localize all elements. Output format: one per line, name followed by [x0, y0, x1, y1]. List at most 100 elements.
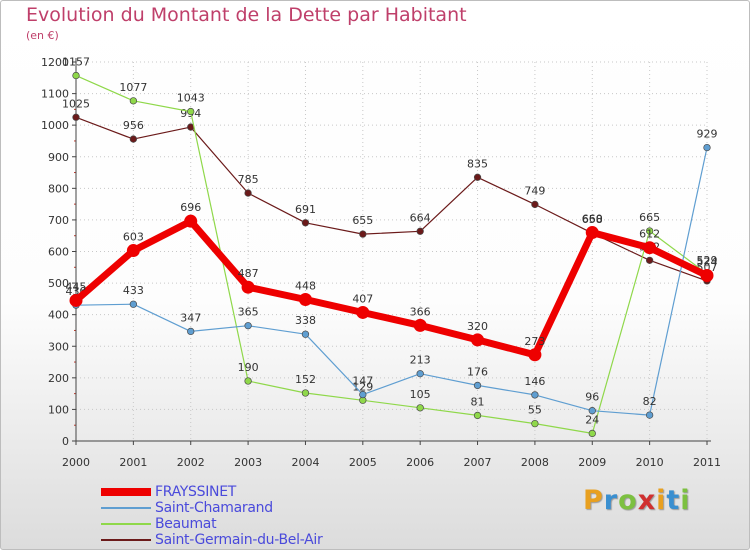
data-point	[244, 322, 252, 330]
data-point	[588, 407, 596, 415]
legend-label: Saint-Germain-du-Bel-Air	[155, 532, 323, 548]
data-label: 487	[238, 267, 259, 280]
data-point	[531, 391, 539, 399]
legend-label: FRAYSSINET	[155, 484, 237, 500]
data-point	[129, 135, 138, 143]
data-label: 176	[467, 365, 488, 378]
data-point	[187, 107, 195, 116]
y-tick-label: 1000	[41, 119, 69, 132]
logo-letter: t	[666, 485, 681, 516]
data-point	[645, 227, 654, 235]
data-label: 835	[467, 157, 488, 170]
data-label: 347	[180, 311, 201, 324]
logo-letter: o	[618, 485, 638, 516]
x-tick-label: 2003	[234, 456, 262, 469]
data-point	[473, 411, 482, 420]
legend-label: Beaumat	[155, 516, 217, 532]
data-point	[471, 333, 485, 347]
data-label: 929	[697, 128, 718, 141]
data-point	[531, 419, 539, 428]
data-point	[645, 411, 654, 419]
data-label: 524	[697, 256, 718, 269]
data-label: 749	[524, 184, 545, 197]
data-point	[359, 390, 367, 399]
y-tick-label: 100	[48, 403, 69, 416]
x-tick-label: 2002	[177, 456, 205, 469]
data-point	[69, 293, 83, 307]
data-label: 1077	[119, 81, 147, 94]
data-label: 660	[582, 213, 603, 226]
data-point	[700, 269, 714, 283]
data-label: 366	[410, 305, 431, 318]
data-label: 82	[643, 395, 657, 408]
legend-swatch	[101, 507, 151, 509]
data-point	[413, 318, 427, 332]
data-label: 365	[238, 306, 259, 319]
data-label: 105	[410, 388, 431, 401]
data-point	[241, 280, 255, 294]
series-line	[75, 116, 708, 282]
data-label: 81	[471, 395, 485, 408]
data-point	[301, 219, 310, 227]
x-tick-label: 2001	[119, 456, 147, 469]
data-label: 655	[352, 214, 373, 227]
data-point	[129, 97, 138, 105]
x-tick-label: 2007	[464, 456, 492, 469]
data-point	[416, 404, 424, 412]
data-label: 612	[639, 228, 660, 241]
data-point	[585, 226, 599, 240]
data-point	[531, 200, 539, 209]
data-label: 190	[238, 361, 259, 374]
data-label: 664	[410, 211, 431, 224]
data-label: 273	[524, 335, 545, 348]
data-point	[528, 348, 542, 362]
x-tick-label: 2006	[406, 456, 434, 469]
data-label: 1157	[62, 56, 90, 69]
logo-letter: P	[583, 485, 604, 516]
data-label: 433	[123, 284, 144, 297]
x-tick-label: 2000	[62, 456, 90, 469]
data-point	[473, 381, 482, 390]
data-label: 146	[524, 375, 545, 388]
x-tick-label: 2004	[291, 456, 319, 469]
data-point	[356, 305, 370, 319]
y-tick-label: 800	[48, 182, 69, 195]
data-label: 55	[528, 404, 542, 417]
data-point	[298, 293, 312, 307]
y-tick-label: 700	[48, 214, 69, 227]
x-tick-label: 2008	[521, 456, 549, 469]
data-label: 665	[639, 211, 660, 224]
data-label: 691	[295, 203, 316, 216]
data-label: 658	[582, 213, 603, 226]
data-label: 445	[66, 280, 87, 293]
data-label: 152	[295, 373, 316, 386]
y-tick-label: 1200	[41, 56, 69, 69]
data-point	[72, 71, 80, 80]
data-point	[244, 189, 252, 197]
legend-swatch	[101, 488, 151, 496]
data-label: 129	[352, 380, 373, 393]
data-label: 320	[467, 320, 488, 333]
data-point	[588, 429, 596, 438]
series-line	[72, 217, 711, 359]
x-tick-label: 2009	[578, 456, 606, 469]
data-point	[359, 230, 367, 238]
y-tick-label: 1100	[41, 88, 69, 101]
x-tick-label: 2011	[693, 456, 721, 469]
series-line	[75, 147, 708, 416]
y-tick-label: 0	[62, 435, 69, 448]
chart-title: Evolution du Montant de la Dette par Hab…	[26, 4, 467, 26]
data-point	[129, 300, 138, 308]
y-tick-label: 300	[48, 340, 69, 353]
data-point	[703, 143, 711, 152]
data-label: 338	[295, 314, 316, 327]
data-point	[244, 377, 252, 385]
y-tick-label: 900	[48, 151, 69, 164]
data-label: 24	[585, 413, 599, 426]
data-point	[72, 113, 80, 121]
data-label: 96	[585, 391, 599, 404]
data-label: 603	[123, 231, 144, 244]
data-point	[416, 227, 424, 235]
logo-letter: r	[603, 485, 619, 516]
